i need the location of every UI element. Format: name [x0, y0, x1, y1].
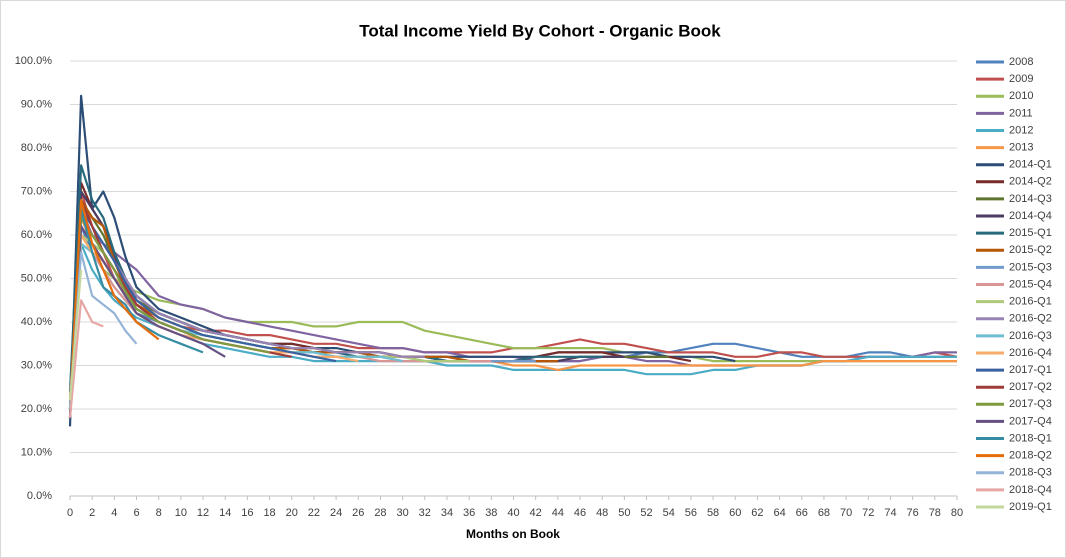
x-tick-label: 66 — [796, 507, 808, 519]
x-tick-label: 44 — [552, 507, 564, 519]
x-tick-label: 54 — [663, 507, 675, 519]
legend-label: 2015-Q1 — [1009, 227, 1052, 239]
legend-label: 2009 — [1009, 73, 1033, 85]
legend-label: 2014-Q3 — [1009, 193, 1052, 205]
series-line — [68, 207, 337, 410]
legend-label: 2018-Q2 — [1009, 450, 1052, 462]
series-line — [68, 233, 957, 410]
y-tick-label: 90.0% — [21, 98, 52, 110]
series-line — [68, 251, 138, 410]
legend-label: 2016-Q4 — [1009, 347, 1052, 359]
legend-label: 2019-Q1 — [1009, 501, 1052, 513]
legend-label: 2017-Q1 — [1009, 364, 1052, 376]
series-line — [68, 299, 104, 418]
y-tick-label: 10.0% — [21, 446, 52, 458]
x-tick-label: 48 — [596, 507, 608, 519]
legend-label: 2008 — [1009, 56, 1033, 68]
x-tick-label: 2 — [89, 507, 95, 519]
x-tick-label: 38 — [485, 507, 497, 519]
x-tick-label: 8 — [156, 507, 162, 519]
x-tick-label: 80 — [951, 507, 963, 519]
y-tick-label: 0.0% — [27, 490, 52, 502]
x-tick-label: 30 — [397, 507, 409, 519]
chart-title: Total Income Yield By Cohort - Organic B… — [359, 21, 721, 40]
legend-label: 2017-Q3 — [1009, 398, 1052, 410]
x-tick-label: 76 — [907, 507, 919, 519]
legend-label: 2014-Q2 — [1009, 176, 1052, 188]
legend-label: 2015-Q3 — [1009, 261, 1052, 273]
x-tick-label: 78 — [929, 507, 941, 519]
x-tick-label: 0 — [67, 507, 73, 519]
x-tick-label: 58 — [707, 507, 719, 519]
legend-label: 2011 — [1009, 107, 1033, 119]
x-tick-label: 22 — [308, 507, 320, 519]
legend-label: 2012 — [1009, 124, 1033, 136]
legend-label: 2018-Q1 — [1009, 432, 1052, 444]
legend-label: 2013 — [1009, 141, 1033, 153]
x-tick-label: 16 — [241, 507, 253, 519]
legend-label: 2016-Q3 — [1009, 330, 1052, 342]
legend-label: 2010 — [1009, 90, 1033, 102]
x-tick-label: 64 — [773, 507, 785, 519]
series-line — [68, 207, 204, 410]
x-tick-label: 72 — [862, 507, 874, 519]
y-tick-label: 40.0% — [21, 316, 52, 328]
y-tick-label: 50.0% — [21, 272, 52, 284]
x-tick-label: 42 — [530, 507, 542, 519]
series-line — [68, 199, 160, 410]
x-tick-label: 60 — [729, 507, 741, 519]
legend-label: 2017-Q2 — [1009, 381, 1052, 393]
x-tick-label: 14 — [219, 507, 231, 519]
y-tick-label: 30.0% — [21, 359, 52, 371]
x-tick-label: 26 — [352, 507, 364, 519]
x-tick-label: 18 — [263, 507, 275, 519]
x-tick-label: 56 — [685, 507, 697, 519]
legend-label: 2017-Q4 — [1009, 415, 1052, 427]
legend-label: 2016-Q1 — [1009, 296, 1052, 308]
x-tick-label: 70 — [840, 507, 852, 519]
legend-label: 2018-Q4 — [1009, 484, 1052, 496]
y-tick-label: 70.0% — [21, 185, 52, 197]
legend-label: 2016-Q2 — [1009, 313, 1052, 325]
y-tick-label: 100.0% — [15, 55, 53, 67]
x-tick-label: 50 — [618, 507, 630, 519]
x-tick-label: 24 — [330, 507, 342, 519]
legend-label: 2014-Q1 — [1009, 159, 1052, 171]
x-tick-label: 32 — [419, 507, 431, 519]
y-tick-label: 80.0% — [21, 142, 52, 154]
legend-label: 2018-Q3 — [1009, 467, 1052, 479]
x-axis-label: Months on Book — [466, 527, 560, 541]
x-tick-label: 10 — [175, 507, 187, 519]
x-tick-label: 12 — [197, 507, 209, 519]
x-tick-label: 20 — [286, 507, 298, 519]
y-tick-label: 60.0% — [21, 229, 52, 241]
x-tick-label: 46 — [574, 507, 586, 519]
legend-label: 2015-Q2 — [1009, 244, 1052, 256]
y-tick-label: 20.0% — [21, 403, 52, 415]
legend-label: 2014-Q4 — [1009, 210, 1052, 222]
x-tick-label: 6 — [133, 507, 139, 519]
x-tick-label: 74 — [884, 507, 896, 519]
x-tick-label: 4 — [111, 507, 117, 519]
x-tick-label: 62 — [751, 507, 763, 519]
series-line — [68, 216, 270, 410]
legend-label: 2015-Q4 — [1009, 278, 1052, 290]
x-tick-label: 52 — [640, 507, 652, 519]
x-tick-label: 36 — [463, 507, 475, 519]
series-line — [68, 269, 83, 401]
x-tick-label: 40 — [507, 507, 519, 519]
x-tick-label: 68 — [818, 507, 830, 519]
x-tick-label: 34 — [441, 507, 453, 519]
x-tick-label: 28 — [374, 507, 386, 519]
